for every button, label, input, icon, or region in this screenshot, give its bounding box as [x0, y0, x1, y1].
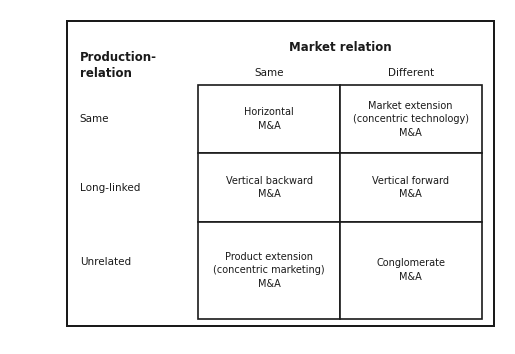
Text: Production-
relation: Production- relation: [80, 51, 157, 80]
Bar: [340, 85, 482, 153]
Text: Vertical backward
M&A: Vertical backward M&A: [226, 176, 313, 199]
Text: Product extension
(concentric marketing)
M&A: Product extension (concentric marketing)…: [213, 252, 325, 289]
Text: Same: Same: [254, 68, 284, 78]
Text: Market relation: Market relation: [288, 41, 391, 54]
Text: Vertical forward
M&A: Vertical forward M&A: [372, 176, 449, 199]
Bar: [340, 222, 482, 319]
Text: Unrelated: Unrelated: [80, 257, 131, 267]
Bar: [198, 222, 340, 319]
Text: Horizontal
M&A: Horizontal M&A: [244, 107, 294, 131]
Bar: [67, 21, 494, 326]
Text: Long-linked: Long-linked: [80, 183, 140, 193]
Text: Different: Different: [388, 68, 434, 78]
Text: Conglomerate
M&A: Conglomerate M&A: [376, 258, 445, 282]
Bar: [340, 153, 482, 222]
Text: Market extension
(concentric technology)
M&A: Market extension (concentric technology)…: [353, 101, 469, 138]
Bar: [198, 85, 340, 153]
Bar: [198, 153, 340, 222]
Text: Same: Same: [80, 114, 109, 124]
